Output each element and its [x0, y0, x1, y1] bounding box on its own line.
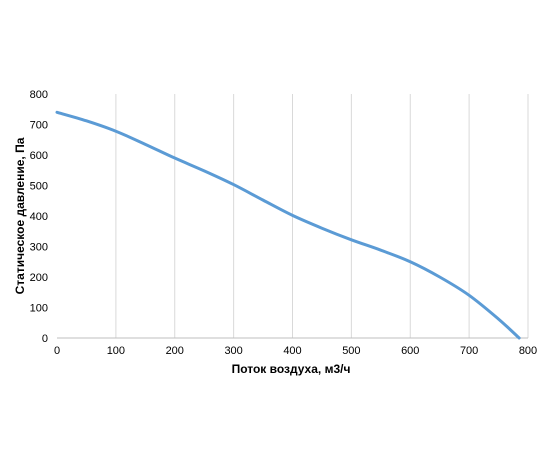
x-tick-label: 400: [283, 345, 301, 357]
series-group: [55, 110, 521, 340]
x-axis-ticks: 0 100 200 300 400 500 600 700 800: [54, 345, 537, 357]
y-tick-label: 800: [30, 89, 48, 101]
x-tick-label: 100: [107, 345, 125, 357]
x-tick-label: 600: [401, 345, 419, 357]
y-tick-label: 400: [30, 211, 48, 223]
x-tick-label: 200: [166, 345, 184, 357]
series-line: [55, 110, 521, 340]
y-tick-label: 500: [30, 181, 48, 193]
x-axis-title: Поток воздуха, м3/ч: [232, 362, 351, 376]
x-tick-label: 800: [519, 345, 537, 357]
y-tick-label: 200: [30, 272, 48, 284]
grid: [115, 94, 529, 338]
y-axis-ticks: 0 100 200 300 400 500 600 700 800: [30, 89, 48, 345]
x-tick-label: 300: [224, 345, 242, 357]
x-tick-label: 700: [460, 345, 478, 357]
x-tick-label: 500: [342, 345, 360, 357]
y-tick-label: 300: [30, 242, 48, 254]
y-axis-title: Статическое давление, Па: [13, 137, 27, 294]
y-tick-label: 100: [30, 303, 48, 315]
y-tick-label: 700: [30, 120, 48, 132]
y-tick-label: 600: [30, 150, 48, 162]
y-tick-label: 0: [42, 333, 48, 345]
x-tick-label: 0: [54, 345, 60, 357]
